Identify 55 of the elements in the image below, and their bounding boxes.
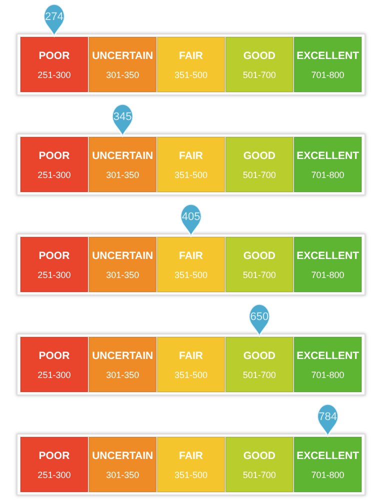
category-label: GOOD <box>243 50 276 62</box>
text: 351-500 <box>174 370 208 380</box>
text: 301-350 <box>106 170 140 180</box>
category-label: UNCERTAIN <box>92 150 154 162</box>
text: 501-700 <box>242 170 276 180</box>
category-label: POOR <box>38 50 70 62</box>
category-label: FAIR <box>179 150 204 162</box>
text: 301-350 <box>106 70 140 80</box>
category-label: FAIR <box>179 450 204 462</box>
data-label: 274 <box>45 11 64 23</box>
category-label: POOR <box>38 350 70 362</box>
text: 501-700 <box>242 470 276 480</box>
category-label: GOOD <box>243 450 276 462</box>
category-label: FAIR <box>179 50 204 62</box>
text: 701-800 <box>311 170 344 180</box>
text: 251-300 <box>38 70 71 80</box>
category-label: POOR <box>38 450 70 462</box>
text: 301-350 <box>106 470 140 480</box>
category-label: UNCERTAIN <box>92 450 154 462</box>
category-label: POOR <box>38 150 70 162</box>
text: 301-350 <box>106 370 140 380</box>
text: 701-800 <box>311 70 344 80</box>
category-label: EXCELLENT <box>296 450 360 462</box>
text: 251-300 <box>38 170 71 180</box>
category-label: EXCELLENT <box>296 350 360 362</box>
text: 501-700 <box>242 70 276 80</box>
category-label: UNCERTAIN <box>92 250 154 262</box>
category-label: FAIR <box>179 250 204 262</box>
data-label: 650 <box>250 311 269 323</box>
text: 351-500 <box>174 270 208 280</box>
text: 251-300 <box>38 470 71 480</box>
category-label: GOOD <box>243 250 276 262</box>
text: 501-700 <box>242 370 276 380</box>
text: 501-700 <box>242 270 276 280</box>
text: 351-500 <box>174 470 208 480</box>
category-label: GOOD <box>243 350 276 362</box>
data-label: 784 <box>318 411 337 423</box>
category-label: POOR <box>38 250 70 262</box>
category-label: UNCERTAIN <box>92 50 154 62</box>
text: 701-800 <box>311 370 344 380</box>
text: 351-500 <box>174 170 208 180</box>
category-label: GOOD <box>243 150 276 162</box>
text: 701-800 <box>311 270 344 280</box>
text: 251-300 <box>38 370 71 380</box>
data-label: 405 <box>182 211 200 223</box>
category-label: EXCELLENT <box>296 150 360 162</box>
category-label: UNCERTAIN <box>92 350 154 362</box>
text: 251-300 <box>38 270 71 280</box>
text: 301-350 <box>106 270 140 280</box>
data-label: 345 <box>113 111 132 123</box>
category-label: EXCELLENT <box>296 250 360 262</box>
text: 701-800 <box>311 470 344 480</box>
category-label: FAIR <box>179 350 204 362</box>
category-label: EXCELLENT <box>296 50 360 62</box>
text: 351-500 <box>174 70 208 80</box>
